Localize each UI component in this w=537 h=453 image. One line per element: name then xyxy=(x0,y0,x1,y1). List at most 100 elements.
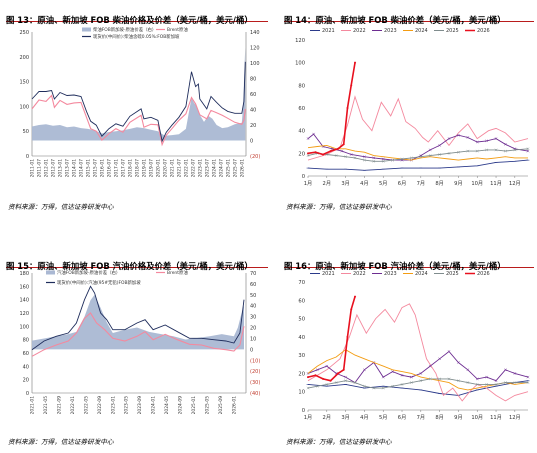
x-tick-label: 2024-01 xyxy=(211,159,217,178)
series-line-2024 xyxy=(307,349,529,391)
series-point-2023 xyxy=(513,372,517,375)
series-point-2025 xyxy=(447,151,451,155)
y-left-tick-label: 60 xyxy=(23,351,29,357)
y-right-tick-label: (20) xyxy=(250,154,260,160)
series-point-2025 xyxy=(363,158,366,162)
legend-label-2026: 2026 xyxy=(477,28,490,34)
series-point-2023 xyxy=(447,350,451,353)
y-right-tick-label: 40 xyxy=(250,304,256,310)
figure-16-title: 图 16：原油、新加坡 FOB 汽油价差（美元/桶，美元/桶） xyxy=(284,261,506,271)
series-point-2023 xyxy=(381,375,385,379)
legend-label: 汽油FOB新加坡-原油价差（右） xyxy=(57,269,120,276)
x-tick-label: 10月 xyxy=(471,414,483,421)
series-point-2026 xyxy=(322,377,325,380)
legend-label-2023: 2023 xyxy=(384,271,397,277)
series-point-2023 xyxy=(410,375,413,379)
series-point-2023 xyxy=(475,140,479,144)
series-point-2025 xyxy=(334,381,338,384)
y-left-tick-label: 250 xyxy=(19,30,29,36)
series-point-2025 xyxy=(410,381,413,384)
y-left-tick-label: 180 xyxy=(19,271,29,277)
y-left-tick-label: 0 xyxy=(26,391,29,397)
y-right-tick-label: 60 xyxy=(250,282,256,288)
series-point-2025 xyxy=(475,383,479,386)
series-product-price-line xyxy=(31,61,246,143)
legend-label: 柴油FOB新加坡-原油价差（右） xyxy=(93,26,156,33)
series-point-2025 xyxy=(428,154,432,157)
series-point-2025 xyxy=(381,159,385,163)
figure-16-title-bar: 图 16：原油、新加坡 FOB 汽油价差（美元/桶，美元/桶） xyxy=(284,254,534,271)
y-left-tick-label: 0 xyxy=(26,154,29,160)
y-right-tick-label: 140 xyxy=(250,30,260,36)
series-point-2025 xyxy=(438,153,442,156)
series-point-2025 xyxy=(306,386,310,390)
x-tick-label: 2025-07 xyxy=(232,159,238,178)
series-point-2025 xyxy=(494,148,498,152)
x-tick-label: 11月 xyxy=(490,414,502,421)
legend-label-2022: 2022 xyxy=(353,271,366,277)
figure-16-source: 资料来源：万得，信达证券研发中心 xyxy=(286,438,392,446)
x-tick-label: 7月 xyxy=(417,414,426,421)
x-tick-label: 2017-07 xyxy=(120,159,126,178)
series-point-2025 xyxy=(438,377,442,381)
x-tick-label: 2021-05 xyxy=(43,396,49,415)
x-tick-label: 2025-09 xyxy=(218,396,224,415)
series-point-2023 xyxy=(504,368,507,372)
series-point-2025 xyxy=(391,384,394,388)
series-point-2025 xyxy=(372,159,376,163)
y-right-tick-label: 20 xyxy=(250,123,256,129)
y-tick-label: 60 xyxy=(298,298,305,304)
legend-label-2022: 2022 xyxy=(353,28,366,34)
series-point-2026 xyxy=(346,107,349,109)
figure-13-source: 资料来源：万得，信达证券研发中心 xyxy=(8,203,114,211)
y-left-tick-label: 80 xyxy=(23,338,29,344)
x-tick-label: 2026-01 xyxy=(231,396,237,415)
x-tick-label: 2012-07 xyxy=(51,159,57,178)
x-tick-label: 12月 xyxy=(509,180,521,187)
x-tick-label: 2019-01 xyxy=(141,159,147,178)
x-tick-label: 2024-05 xyxy=(164,396,170,415)
series-point-2025 xyxy=(344,379,347,383)
legend-label-2021: 2021 xyxy=(322,28,335,34)
x-tick-label: 2024-01 xyxy=(151,396,157,415)
legend-label-2025: 2025 xyxy=(446,271,459,277)
y-right-tick-label: (20) xyxy=(250,369,260,375)
series-point-2026 xyxy=(329,150,332,153)
series-point-2023 xyxy=(381,157,385,161)
series-point-2023 xyxy=(466,136,470,139)
y-right-tick-label: (40) xyxy=(250,391,260,397)
series-point-2025 xyxy=(419,155,423,159)
figure-14-title: 图 14：原油、新加坡 FOB 柴油价差（美元/桶，美元/桶） xyxy=(284,15,506,25)
x-tick-label: 5月 xyxy=(379,180,388,187)
series-point-2026 xyxy=(314,151,317,154)
y-tick-label: 20 xyxy=(298,151,305,157)
x-tick-label: 2024-07 xyxy=(218,159,224,178)
series-point-2025 xyxy=(400,383,404,386)
series-line-2022 xyxy=(307,95,529,161)
series-point-2025 xyxy=(457,379,460,383)
series-point-2023 xyxy=(428,148,432,152)
y-left-tick-label: 200 xyxy=(19,55,29,61)
series-line-2023 xyxy=(307,133,529,161)
x-tick-label: 2012-01 xyxy=(44,159,50,178)
series-point-2023 xyxy=(526,149,530,153)
x-tick-label: 2025-01 xyxy=(191,396,197,415)
series-point-2026 xyxy=(354,61,357,64)
series-point-2025 xyxy=(316,384,319,388)
series-point-2025 xyxy=(513,381,517,384)
series-line-2021 xyxy=(307,380,529,396)
x-tick-label: 2021-09 xyxy=(56,396,62,415)
series-point-2025 xyxy=(363,384,366,388)
series-line-2021 xyxy=(307,159,529,171)
series-point-2025 xyxy=(344,155,347,159)
series-point-2023 xyxy=(526,375,530,379)
series-point-2025 xyxy=(400,157,404,161)
series-point-2025 xyxy=(353,156,357,160)
y-tick-label: 80 xyxy=(298,83,305,89)
series-point-2023 xyxy=(485,375,489,379)
series-point-2023 xyxy=(340,149,344,153)
x-tick-label: 12月 xyxy=(509,414,521,421)
y-right-tick-label: 30 xyxy=(250,315,256,321)
series-spread-area xyxy=(32,294,244,350)
x-tick-label: 3月 xyxy=(341,180,350,187)
